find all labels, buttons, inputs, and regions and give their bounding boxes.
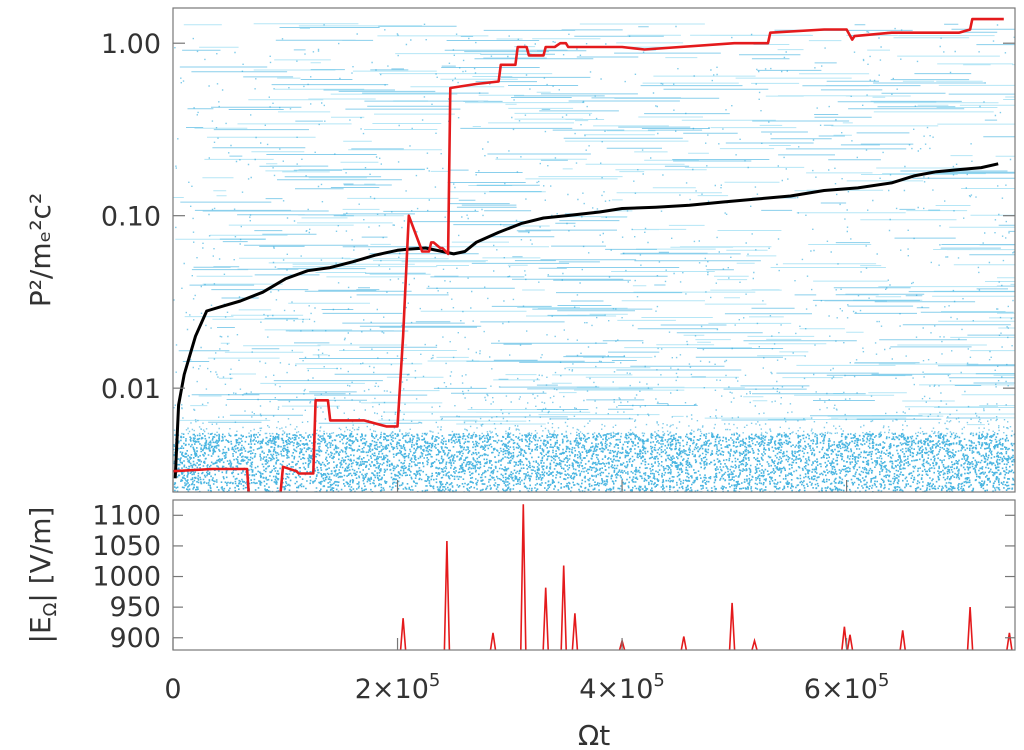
top-panel: 0.01 0.10 1.00 P²/mₑ²c² — [24, 7, 1016, 493]
bottom-y-axis-label: |EΩ| [V/m] — [24, 507, 61, 644]
bottom-y-tick-label: 1000 — [92, 562, 161, 593]
field-spike — [680, 636, 688, 650]
mean-momentum-series — [173, 162, 999, 479]
bottom-x-tick-label: 0 — [164, 674, 181, 705]
top-series-group — [173, 17, 1004, 492]
field-spike — [966, 607, 974, 650]
bottom-y-tick-label: 900 — [109, 623, 161, 654]
field-spike — [728, 602, 736, 650]
top-y-axis-label: P²/mₑ²c² — [24, 193, 57, 307]
top-y-tick-label: 1.00 — [101, 29, 161, 60]
background-particle-points — [173, 23, 1015, 492]
field-spike — [560, 565, 567, 650]
field-spike — [1006, 632, 1013, 650]
field-spike — [520, 504, 527, 650]
field-spike — [899, 630, 906, 650]
top-y-ticks: 0.01 0.10 1.00 — [101, 29, 1015, 405]
field-spike — [489, 632, 497, 650]
bottom-x-axis-label: Ωt — [578, 719, 610, 750]
field-spike — [571, 613, 579, 650]
bottom-x-tick-label: 4×105 — [579, 670, 665, 705]
field-spikes — [399, 504, 1013, 650]
dense-band-points — [173, 432, 1015, 492]
bottom-y-axis-label-sub: Ω — [40, 602, 61, 616]
bottom-y-axis-label-main: |E — [24, 616, 57, 643]
bottom-y-axis-label-suffix: | [V/m] — [24, 507, 57, 603]
top-y-tick-label: 0.01 — [101, 374, 161, 405]
top-y-tick-label: 0.10 — [101, 202, 161, 233]
bottom-x-tick-label: 2×105 — [355, 670, 441, 705]
bottom-x-tick-label: 6×105 — [804, 670, 890, 705]
bottom-y-tick-label: 1050 — [92, 531, 161, 562]
field-spike — [443, 540, 451, 650]
streak-points-b — [173, 23, 1015, 426]
tracked-particle-series — [173, 17, 1004, 492]
top-plot-frame — [172, 7, 1016, 493]
field-spike — [542, 587, 549, 650]
bottom-x-ticks: 0 2×105 4×105 6×105 — [164, 480, 889, 705]
field-spike — [399, 618, 407, 650]
bottom-plot-frame — [172, 499, 1016, 651]
bottom-y-tick-label: 950 — [109, 592, 161, 623]
field-spike — [846, 634, 854, 650]
bottom-y-tick-label: 1100 — [92, 500, 161, 531]
field-spike — [751, 637, 758, 650]
